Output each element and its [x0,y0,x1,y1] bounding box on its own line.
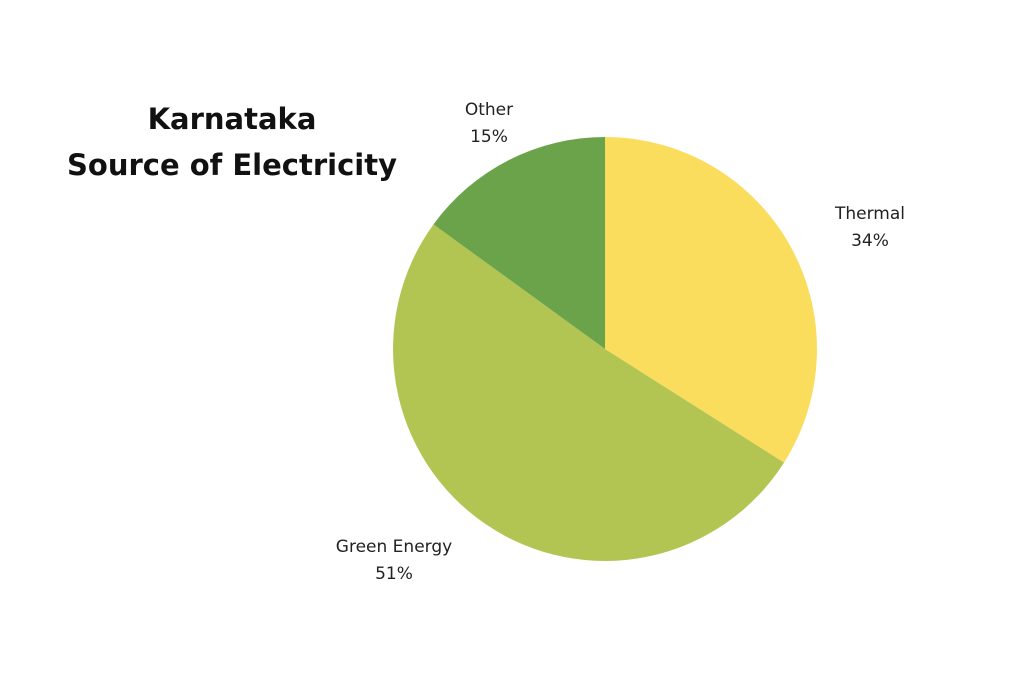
chart-title: Karnataka Source of Electricity [60,96,404,188]
slice-label-green-energy: Green Energy 51% [336,537,452,584]
slice-label-percent: 51% [375,564,413,584]
pie-labels: Thermal 34% Green Energy 51% Other 15% [336,100,905,584]
slice-label-other: Other 15% [465,100,513,147]
slice-label-percent: 34% [851,231,889,251]
chart-title-line-2: Source of Electricity [67,148,397,182]
chart-title-line-1: Karnataka [147,102,317,136]
slice-label-name: Other [465,100,513,120]
slice-label-percent: 15% [470,127,508,147]
pie-slice-other [433,137,605,349]
pie-slice-thermal [605,137,818,463]
slice-label-name: Green Energy [336,537,452,557]
pie-slice-green-energy [393,224,784,561]
pie-slices [393,137,818,561]
slice-label-name: Thermal [834,204,905,224]
slice-label-thermal: Thermal 34% [834,204,905,251]
